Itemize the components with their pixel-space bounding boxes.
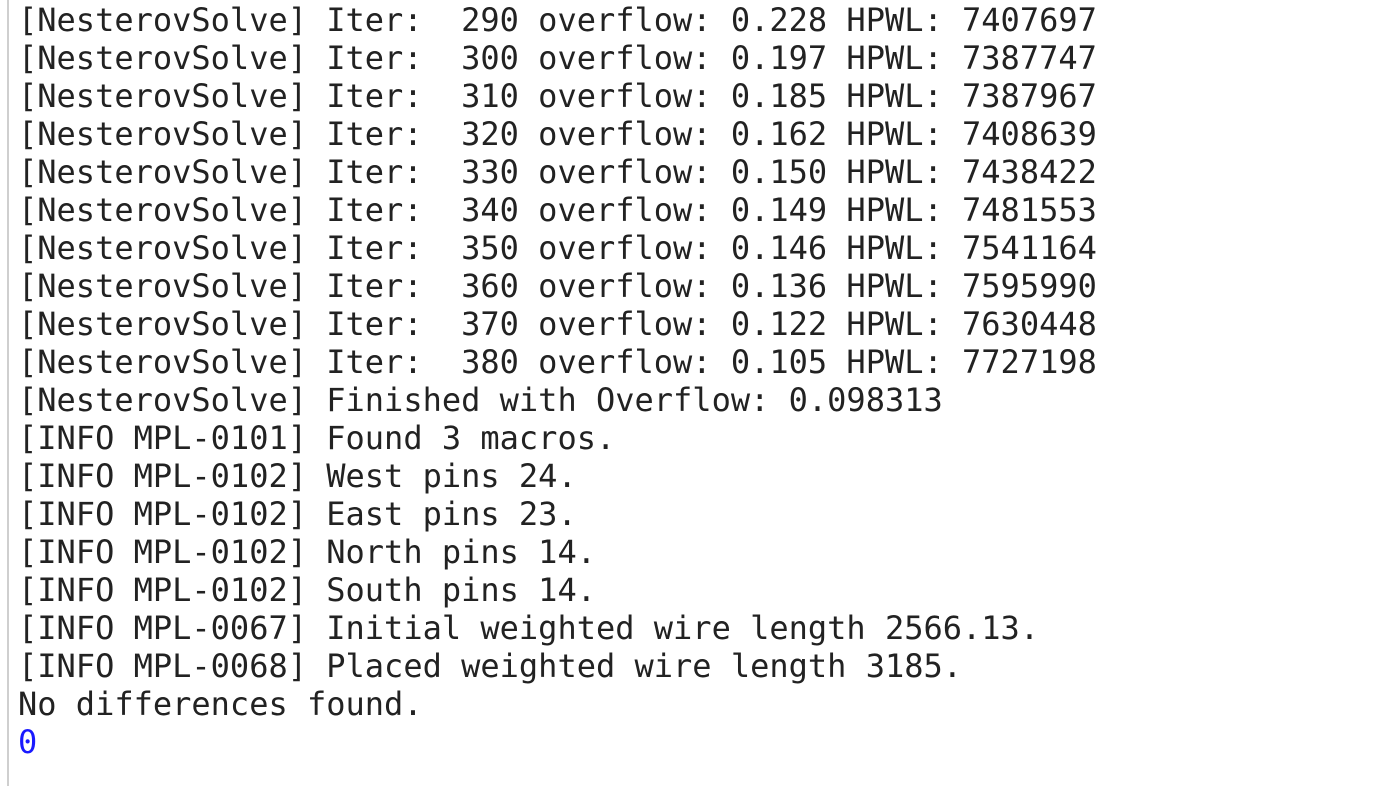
console-line: [INFO MPL-0102] West pins 24. <box>18 457 577 495</box>
console-line: [NesterovSolve] Iter: 330 overflow: 0.15… <box>18 153 1097 191</box>
console-line: [NesterovSolve] Iter: 370 overflow: 0.12… <box>18 305 1097 343</box>
console-line: [INFO MPL-0102] East pins 23. <box>18 495 577 533</box>
console-line: [INFO MPL-0102] North pins 14. <box>18 533 596 571</box>
console-line: [NesterovSolve] Iter: 300 overflow: 0.19… <box>18 39 1097 77</box>
console-line: [NesterovSolve] Iter: 380 overflow: 0.10… <box>18 343 1097 381</box>
console-line: No differences found. <box>18 685 423 723</box>
console-line: [NesterovSolve] Iter: 320 overflow: 0.16… <box>18 115 1097 153</box>
console-output: [NesterovSolve] Iter: 290 overflow: 0.22… <box>7 0 1382 786</box>
console-line: [NesterovSolve] Iter: 340 overflow: 0.14… <box>18 191 1097 229</box>
console-line: [NesterovSolve] Finished with Overflow: … <box>18 381 943 419</box>
return-value: 0 <box>18 723 38 761</box>
console-line: [NesterovSolve] Iter: 350 overflow: 0.14… <box>18 229 1097 267</box>
console-line: [NesterovSolve] Iter: 310 overflow: 0.18… <box>18 77 1097 115</box>
console-line: [NesterovSolve] Iter: 360 overflow: 0.13… <box>18 267 1097 305</box>
console-line: [INFO MPL-0102] South pins 14. <box>18 571 596 609</box>
console-line: [INFO MPL-0101] Found 3 macros. <box>18 419 616 457</box>
console-line: [INFO MPL-0068] Placed weighted wire len… <box>18 647 963 685</box>
console-line: [INFO MPL-0067] Initial weighted wire le… <box>18 609 1040 647</box>
console-line: [NesterovSolve] Iter: 290 overflow: 0.22… <box>18 1 1097 39</box>
